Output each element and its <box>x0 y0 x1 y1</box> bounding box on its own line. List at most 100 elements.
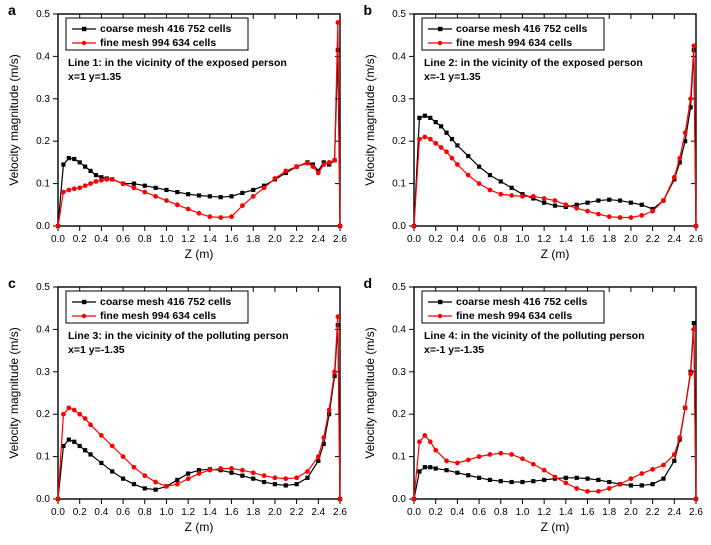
svg-text:1.6: 1.6 <box>225 234 239 245</box>
svg-text:Z (m): Z (m) <box>540 247 569 261</box>
svg-text:fine mesh 994 634 cells: fine mesh 994 634 cells <box>100 310 216 322</box>
svg-text:1.4: 1.4 <box>558 507 572 518</box>
svg-text:Line 2: in the vicinity of the: Line 2: in the vicinity of the exposed p… <box>424 57 643 69</box>
svg-text:Line 3: in the vicinity of the: Line 3: in the vicinity of the polluting… <box>68 330 289 342</box>
svg-text:Velocity magnitude (m/s): Velocity magnitude (m/s) <box>363 327 377 458</box>
svg-text:0.8: 0.8 <box>138 507 152 518</box>
svg-text:0.4: 0.4 <box>450 234 464 245</box>
svg-text:coarse mesh 416 752 cells: coarse mesh 416 752 cells <box>100 296 232 308</box>
svg-text:1.4: 1.4 <box>558 234 572 245</box>
svg-text:1.2: 1.2 <box>181 234 195 245</box>
svg-text:0.2: 0.2 <box>73 507 87 518</box>
svg-text:1.8: 1.8 <box>602 234 616 245</box>
svg-text:0.4: 0.4 <box>450 507 464 518</box>
svg-text:2.0: 2.0 <box>268 507 282 518</box>
svg-text:2.4: 2.4 <box>311 507 325 518</box>
svg-text:0.2: 0.2 <box>392 409 406 420</box>
svg-text:0.0: 0.0 <box>392 494 406 505</box>
svg-text:1.0: 1.0 <box>160 234 174 245</box>
svg-text:2.4: 2.4 <box>667 507 681 518</box>
svg-text:0.2: 0.2 <box>392 136 406 147</box>
panel-label-b: b <box>364 2 373 18</box>
svg-text:2.6: 2.6 <box>689 234 703 245</box>
svg-text:0.4: 0.4 <box>392 51 406 62</box>
svg-text:0.1: 0.1 <box>36 451 50 462</box>
svg-text:fine mesh 994 634 cells: fine mesh 994 634 cells <box>456 37 572 49</box>
panel-c: c 0.00.20.40.60.81.01.21.41.61.82.02.22.… <box>0 273 356 545</box>
svg-text:1.0: 1.0 <box>515 234 529 245</box>
svg-text:0.1: 0.1 <box>36 179 50 190</box>
svg-text:x=-1 y=-1.35: x=-1 y=-1.35 <box>424 344 484 356</box>
svg-text:Z (m): Z (m) <box>540 520 569 534</box>
svg-text:0.3: 0.3 <box>392 366 406 377</box>
svg-text:0.2: 0.2 <box>428 507 442 518</box>
svg-text:0.0: 0.0 <box>36 494 50 505</box>
chart-grid: a 0.0 0.2 0.4 0.6 0.8 1.0 1.2 1.4 1.6 1.8 2.0 2.2 2.… <box>0 0 711 545</box>
svg-text:0.2: 0.2 <box>36 409 50 420</box>
svg-text:Velocity magnitude (m/s): Velocity magnitude (m/s) <box>363 54 377 185</box>
svg-text:0.5: 0.5 <box>392 9 406 20</box>
svg-text:2.2: 2.2 <box>290 234 304 245</box>
svg-text:2.6: 2.6 <box>333 507 347 518</box>
svg-text:1.0: 1.0 <box>160 507 174 518</box>
svg-text:Line 4: in the vicinity of the: Line 4: in the vicinity of the polluting… <box>424 330 645 342</box>
svg-text:2.2: 2.2 <box>645 234 659 245</box>
svg-text:2.0: 2.0 <box>623 507 637 518</box>
svg-text:1.4: 1.4 <box>203 507 217 518</box>
svg-text:1.2: 1.2 <box>537 507 551 518</box>
svg-text:x=-1 y=1.35: x=-1 y=1.35 <box>424 71 481 83</box>
svg-text:0.4: 0.4 <box>94 234 108 245</box>
svg-text:0.2: 0.2 <box>36 136 50 147</box>
svg-text:2.6: 2.6 <box>689 507 703 518</box>
svg-text:1.8: 1.8 <box>246 234 260 245</box>
svg-text:0.1: 0.1 <box>392 179 406 190</box>
svg-text:0.4: 0.4 <box>36 324 50 335</box>
svg-text:0.3: 0.3 <box>36 366 50 377</box>
svg-text:2.0: 2.0 <box>268 234 282 245</box>
svg-text:0.6: 0.6 <box>472 507 486 518</box>
panel-label-a: a <box>8 2 16 18</box>
svg-text:1.6: 1.6 <box>580 234 594 245</box>
svg-text:2.0: 2.0 <box>623 234 637 245</box>
panel-b: b 0.00.20.40.60.81.01.21.41.61.82.02.22.… <box>356 0 711 273</box>
chart-b: 0.00.20.40.60.81.01.21.41.61.82.02.22.42… <box>356 0 711 272</box>
svg-text:2.6: 2.6 <box>333 234 347 245</box>
svg-text:0.3: 0.3 <box>36 94 50 105</box>
svg-text:Velocity magnitude (m/s): Velocity magnitude (m/s) <box>7 54 21 185</box>
svg-text:0.4: 0.4 <box>392 324 406 335</box>
svg-text:coarse mesh 416 752 cells: coarse mesh 416 752 cells <box>100 23 232 35</box>
svg-text:Line 1: in the vicinity of the: Line 1: in the vicinity of the exposed p… <box>68 57 287 69</box>
svg-text:0.4: 0.4 <box>94 507 108 518</box>
chart-a: 0.00.20.40.60.81.01.21.41.61.82.02.22.42… <box>0 0 355 272</box>
svg-text:1.6: 1.6 <box>225 507 239 518</box>
svg-text:fine mesh 994 634 cells: fine mesh 994 634 cells <box>456 310 572 322</box>
svg-text:0.5: 0.5 <box>36 9 50 20</box>
svg-text:0.2: 0.2 <box>428 234 442 245</box>
svg-text:0.2: 0.2 <box>73 234 87 245</box>
svg-text:0.0: 0.0 <box>392 221 406 232</box>
svg-text:1.2: 1.2 <box>181 507 195 518</box>
svg-text:1.8: 1.8 <box>246 507 260 518</box>
svg-text:2.2: 2.2 <box>290 507 304 518</box>
svg-text:Velocity magnitude (m/s): Velocity magnitude (m/s) <box>7 327 21 458</box>
panel-a: a 0.00.20.40.60.81.01.21.41.61.82.02.22.… <box>0 0 356 273</box>
svg-text:2.4: 2.4 <box>311 234 325 245</box>
svg-text:1.0: 1.0 <box>515 507 529 518</box>
svg-text:0.4: 0.4 <box>36 51 50 62</box>
svg-text:0.0: 0.0 <box>407 507 421 518</box>
svg-text:x=1 y=-1.35: x=1 y=-1.35 <box>68 344 125 356</box>
svg-text:0.0: 0.0 <box>51 234 65 245</box>
svg-text:1.6: 1.6 <box>580 507 594 518</box>
panel-label-d: d <box>364 275 373 291</box>
svg-text:1.8: 1.8 <box>602 507 616 518</box>
svg-text:0.8: 0.8 <box>493 507 507 518</box>
svg-text:1.4: 1.4 <box>203 234 217 245</box>
svg-text:0.5: 0.5 <box>36 282 50 293</box>
chart-d: 0.00.20.40.60.81.01.21.41.61.82.02.22.42… <box>356 273 711 545</box>
chart-c: 0.0 0.2 0.4 0.6 0.8 1.0 1.2 1.4 1.6 1.8 2.0 2.2 2.4 2… <box>0 273 355 545</box>
svg-text:0.1: 0.1 <box>392 451 406 462</box>
svg-text:coarse mesh 416 752 cells: coarse mesh 416 752 cells <box>456 296 588 308</box>
svg-text:1.2: 1.2 <box>537 234 551 245</box>
svg-text:0.0: 0.0 <box>51 507 65 518</box>
svg-text:0.6: 0.6 <box>116 507 130 518</box>
